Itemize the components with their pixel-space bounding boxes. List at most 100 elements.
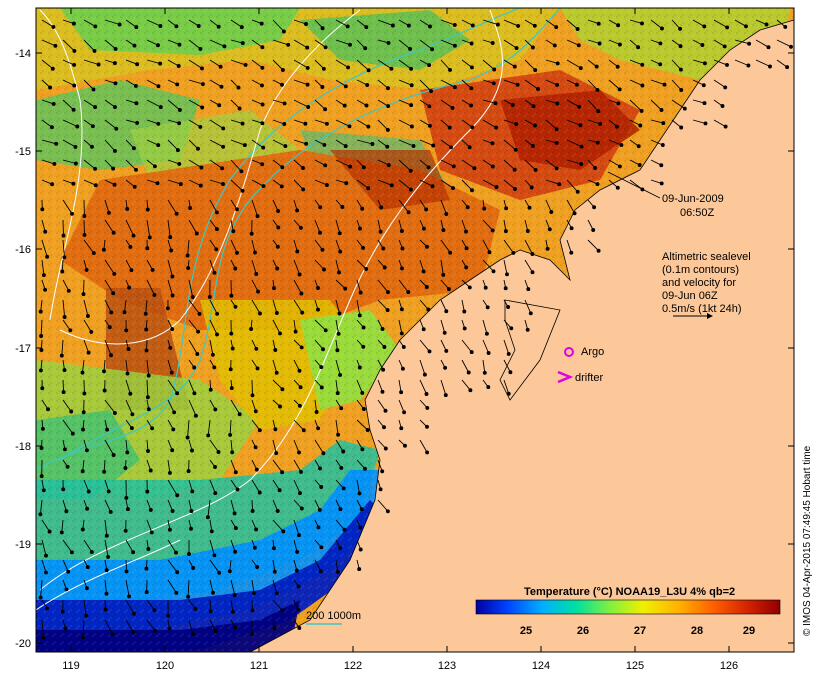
vector-head [357, 313, 362, 318]
velocity-vector [62, 539, 73, 553]
vector-head [126, 347, 131, 351]
vector-head [254, 467, 259, 472]
vector-head [252, 591, 256, 596]
vector-head [338, 546, 343, 551]
velocity-vector [419, 39, 433, 50]
velocity-vector [62, 419, 74, 434]
vector-head [575, 189, 580, 194]
vector-head [145, 246, 150, 251]
vector-head [39, 446, 44, 450]
vector-head [170, 448, 175, 453]
vector-head [469, 86, 474, 91]
vector-head [320, 247, 325, 252]
vector-head [574, 82, 579, 87]
velocity-vector [692, 79, 704, 86]
vector-head [253, 445, 258, 450]
vector-head [280, 608, 285, 613]
vector-head [84, 267, 89, 272]
vector-head [361, 344, 366, 349]
vector-head [747, 41, 752, 46]
vector-head [385, 144, 390, 149]
vector-head [399, 229, 404, 233]
velocity-vector [230, 579, 236, 596]
vector-head [617, 164, 622, 169]
vector-head [490, 164, 495, 169]
vector-head [462, 309, 467, 314]
velocity-vector [503, 19, 519, 27]
vector-head [361, 325, 366, 330]
vector-head [169, 248, 174, 253]
vector-head [127, 285, 132, 290]
velocity-vector [461, 119, 473, 128]
velocity-vector [167, 159, 180, 165]
velocity-vector [62, 139, 76, 148]
vector-head [260, 83, 264, 88]
velocity-vector [776, 59, 788, 68]
vector-head [525, 327, 530, 332]
velocity-vector [377, 459, 383, 472]
velocity-vector [209, 439, 219, 453]
vector-head [370, 142, 375, 146]
velocity-vector [188, 179, 201, 187]
vector-head [228, 432, 233, 437]
velocity-vector [230, 139, 246, 146]
vector-head [217, 570, 222, 575]
svg-text:09-Jun 06Z: 09-Jun 06Z [662, 290, 718, 302]
velocity-vector [671, 19, 681, 30]
vector-head [343, 286, 348, 291]
vector-head [235, 207, 239, 212]
velocity-vector [419, 179, 433, 187]
vector-head [323, 163, 328, 168]
vector-head [427, 63, 432, 68]
vector-head [365, 428, 370, 432]
vector-head [134, 167, 138, 172]
velocity-vector [293, 39, 308, 48]
velocity-vector [755, 39, 769, 48]
velocity-vector [293, 179, 304, 190]
velocity-vector [167, 39, 180, 46]
vector-head [342, 103, 347, 108]
velocity-vector [335, 239, 341, 252]
velocity-vector [146, 619, 156, 631]
vector-head [167, 626, 172, 631]
vector-head [720, 104, 725, 108]
vector-head [386, 104, 391, 109]
vector-head [379, 205, 384, 210]
velocity-vector [167, 459, 171, 473]
vector-head [515, 82, 520, 87]
velocity-vector [125, 399, 133, 415]
vector-head [104, 533, 109, 538]
vector-head [382, 425, 386, 430]
vector-head [191, 566, 196, 570]
vector-head [240, 121, 245, 126]
vector-head [382, 265, 387, 270]
vector-head [195, 352, 200, 356]
velocity-vector [272, 59, 284, 71]
vector-head [174, 24, 179, 29]
vector-head [486, 385, 491, 390]
velocity-vector [83, 219, 85, 235]
velocity-vector [251, 259, 257, 275]
velocity-vector [524, 299, 532, 314]
y-tick-label: -19 [15, 539, 31, 551]
colorbar-tick-label: 25 [520, 625, 532, 637]
velocity-vector [377, 219, 382, 232]
vector-head [299, 469, 303, 474]
velocity-vector [314, 339, 324, 350]
velocity-vector [209, 299, 218, 315]
velocity-vector [566, 39, 579, 46]
vector-head [318, 205, 323, 210]
velocity-vector [125, 599, 135, 614]
velocity-vector [419, 299, 429, 310]
vector-head [72, 62, 77, 67]
vector-head [70, 211, 74, 216]
vector-head [71, 21, 76, 26]
velocity-vector [272, 499, 279, 512]
vector-head [297, 368, 302, 373]
velocity-vector [104, 219, 114, 233]
vector-head [506, 351, 511, 356]
vector-head [286, 42, 291, 47]
vector-head [427, 349, 432, 354]
velocity-vector [461, 79, 472, 89]
vector-head [165, 306, 170, 311]
